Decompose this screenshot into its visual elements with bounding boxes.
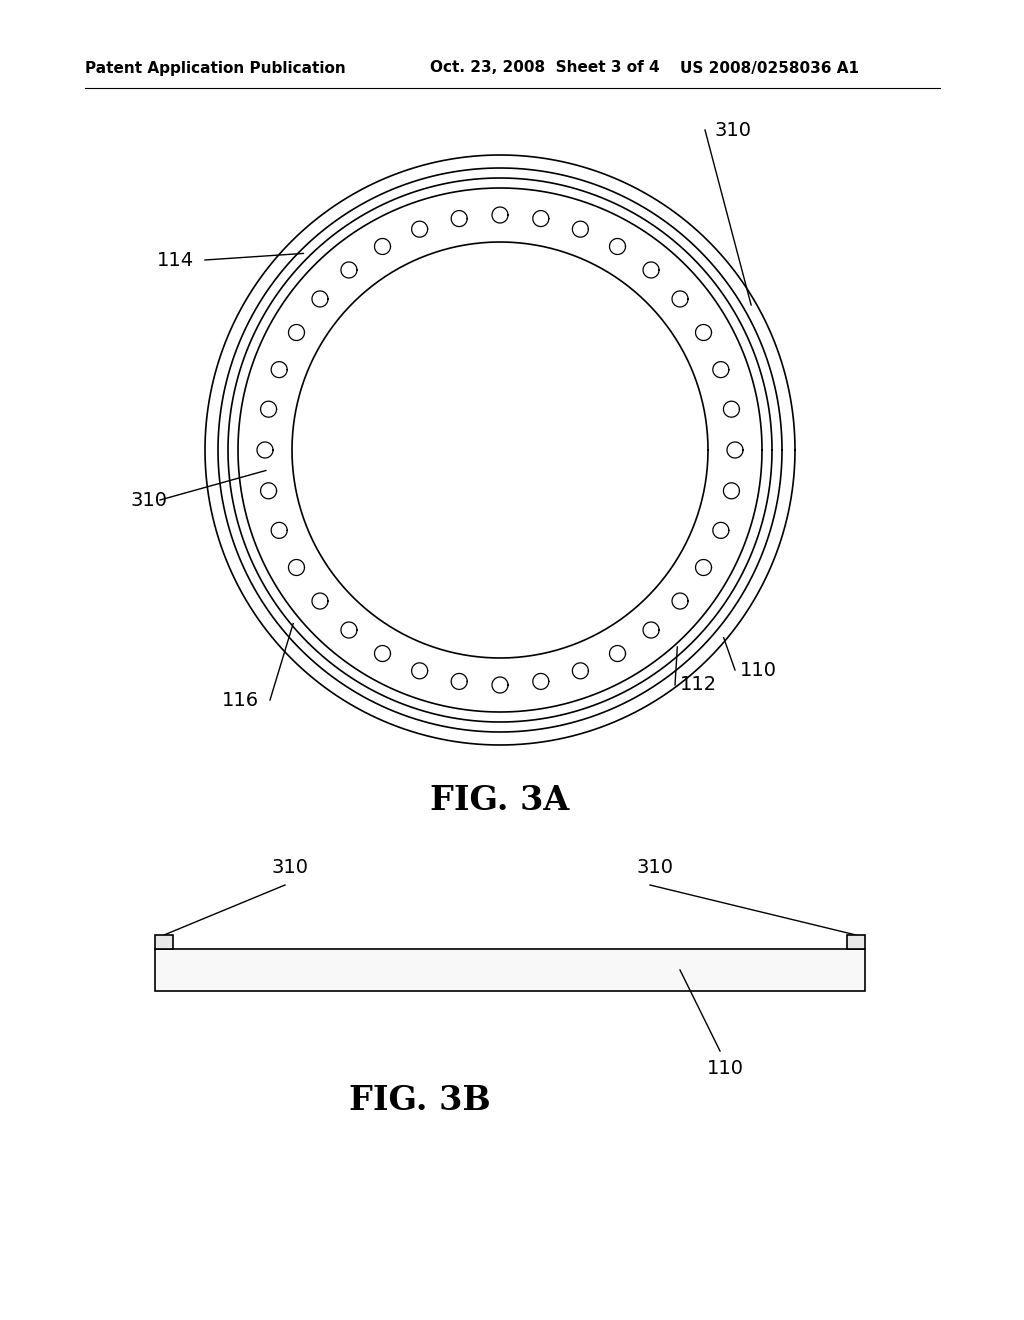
Bar — [155, 949, 865, 991]
Text: 310: 310 — [637, 858, 674, 876]
Text: FIG. 3A: FIG. 3A — [430, 784, 569, 817]
Text: FIG. 3B: FIG. 3B — [349, 1085, 490, 1118]
Text: Patent Application Publication: Patent Application Publication — [85, 61, 346, 75]
Text: 114: 114 — [157, 251, 194, 269]
Text: 310: 310 — [130, 491, 167, 510]
Text: 110: 110 — [707, 1059, 743, 1078]
Text: 116: 116 — [221, 690, 259, 710]
Text: 110: 110 — [740, 660, 777, 680]
Text: 310: 310 — [271, 858, 308, 876]
Text: US 2008/0258036 A1: US 2008/0258036 A1 — [680, 61, 859, 75]
Text: 310: 310 — [715, 120, 752, 140]
Text: Oct. 23, 2008  Sheet 3 of 4: Oct. 23, 2008 Sheet 3 of 4 — [430, 61, 659, 75]
Text: 112: 112 — [680, 676, 717, 694]
Bar — [847, 935, 865, 949]
Bar — [155, 935, 173, 949]
